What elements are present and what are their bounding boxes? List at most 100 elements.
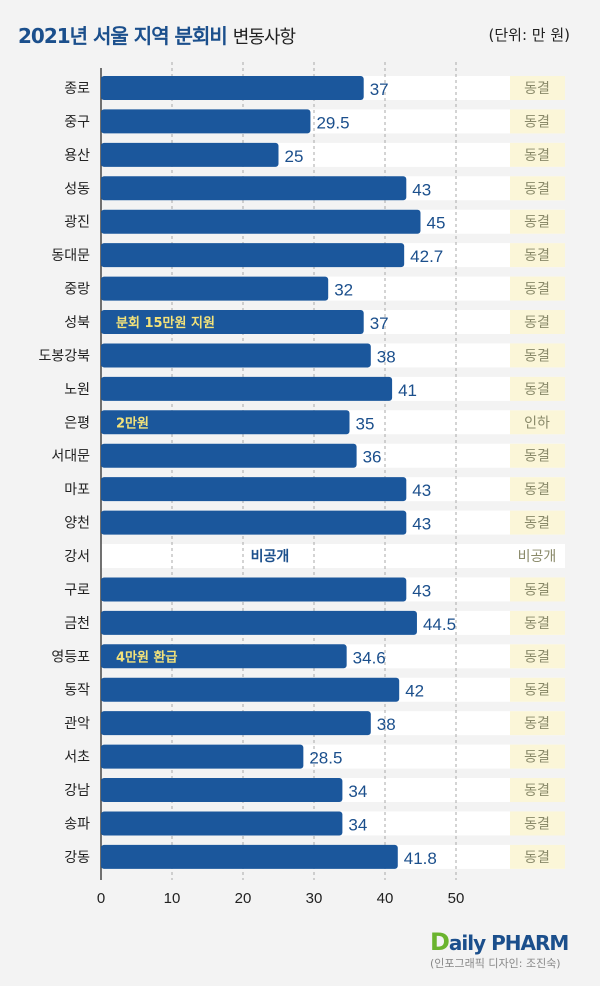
status-badge-bg — [510, 142, 565, 167]
status-badge: 동결 — [524, 181, 550, 197]
value-label: 44.5 — [423, 615, 456, 634]
status-badge-bg — [510, 310, 565, 335]
category-label: 강동 — [64, 850, 90, 866]
status-badge-bg — [510, 711, 565, 736]
value-label: 45 — [427, 214, 446, 233]
bar-annotation: 4만원 환급 — [116, 649, 177, 665]
status-badge-bg — [510, 811, 565, 836]
bar — [101, 142, 279, 167]
bar-annotation: 2만원 — [116, 415, 149, 431]
status-badge-bg — [510, 243, 565, 268]
category-label: 강남 — [64, 783, 90, 799]
status-badge-bg — [510, 276, 565, 301]
category-label: 성북 — [64, 315, 90, 331]
value-label: 43 — [412, 481, 431, 500]
status-badge: 동결 — [524, 114, 550, 130]
status-badge: 동결 — [524, 649, 550, 665]
status-badge-bg — [510, 376, 565, 401]
category-label: 용산 — [64, 148, 90, 164]
category-label: 영등포 — [51, 649, 90, 665]
category-label: 강서 — [64, 549, 90, 565]
value-label: 43 — [412, 581, 431, 600]
status-badge-bg — [510, 677, 565, 702]
value-label: 35 — [356, 414, 375, 433]
value-label: 41.8 — [404, 849, 437, 868]
bar — [101, 477, 407, 502]
status-badge: 인하 — [524, 415, 550, 431]
status-badge-bg — [510, 176, 565, 201]
bar — [101, 243, 405, 268]
bar — [101, 577, 407, 602]
value-label: 34.6 — [353, 648, 386, 667]
status-badge-bg — [510, 410, 565, 435]
bar — [101, 610, 417, 635]
bar — [101, 811, 343, 836]
category-label: 양천 — [64, 516, 90, 532]
x-tick-label: 20 — [235, 890, 252, 907]
bar — [101, 376, 393, 401]
value-label: 42.7 — [410, 247, 443, 266]
category-label: 서대문 — [51, 449, 90, 465]
value-label: 38 — [377, 347, 396, 366]
value-label: 비공개 — [251, 549, 290, 565]
value-label: 43 — [412, 180, 431, 199]
status-badge: 동결 — [524, 616, 550, 632]
status-badge: 동결 — [524, 382, 550, 398]
x-tick-label: 40 — [377, 890, 394, 907]
category-label: 노원 — [64, 382, 90, 398]
value-label: 34 — [348, 815, 367, 834]
status-badge: 동결 — [524, 716, 550, 732]
status-badge: 동결 — [524, 750, 550, 766]
category-label: 도봉강북 — [38, 348, 90, 364]
status-badge: 비공개 — [518, 549, 557, 565]
bar — [101, 343, 371, 368]
status-badge: 동결 — [524, 449, 550, 465]
category-label: 동작 — [64, 683, 90, 699]
category-label: 관악 — [64, 716, 90, 732]
category-label: 금천 — [64, 616, 90, 632]
row-background — [101, 544, 565, 569]
bar — [101, 844, 398, 869]
status-badge: 동결 — [524, 516, 550, 532]
category-label: 구로 — [64, 582, 90, 598]
bar — [101, 778, 343, 803]
page-title: 2021년 서울 지역 분회비 변동사항 — [18, 20, 296, 49]
bar — [101, 410, 350, 435]
status-badge-bg — [510, 744, 565, 769]
category-label: 성동 — [64, 181, 90, 197]
status-badge: 동결 — [524, 683, 550, 699]
bar — [101, 510, 407, 535]
bar — [101, 276, 329, 301]
status-badge-bg — [510, 343, 565, 368]
bar — [101, 209, 421, 234]
category-label: 광진 — [64, 215, 90, 231]
bar — [101, 109, 311, 134]
status-badge-bg — [510, 844, 565, 869]
value-label: 37 — [370, 80, 389, 99]
dailypharm-logo: Daily PHARM — [430, 928, 569, 956]
bar — [101, 443, 357, 468]
status-badge-bg — [510, 76, 565, 100]
status-badge-bg — [510, 443, 565, 468]
status-badge-bg — [510, 577, 565, 602]
status-badge: 동결 — [524, 215, 550, 231]
status-badge: 동결 — [524, 248, 550, 264]
value-label: 41 — [398, 381, 417, 400]
bar-annotation: 분회 15만원 지원 — [116, 315, 215, 331]
bar — [101, 310, 364, 335]
bar — [101, 76, 364, 100]
status-badge-bg — [510, 109, 565, 134]
category-label: 송파 — [64, 816, 90, 832]
bar — [101, 711, 371, 736]
value-label: 43 — [412, 515, 431, 534]
unit-label: (단위: 만 원) — [488, 26, 571, 44]
status-badge: 동결 — [524, 148, 550, 164]
x-tick-label: 10 — [164, 890, 181, 907]
title-main: 2021년 서울 지역 분회비 — [18, 24, 228, 48]
x-tick-label: 0 — [97, 890, 105, 907]
status-badge: 동결 — [524, 783, 550, 799]
status-badge-bg — [510, 644, 565, 669]
category-label: 마포 — [64, 482, 90, 498]
status-badge: 동결 — [524, 850, 550, 866]
category-label: 종로 — [64, 81, 90, 97]
